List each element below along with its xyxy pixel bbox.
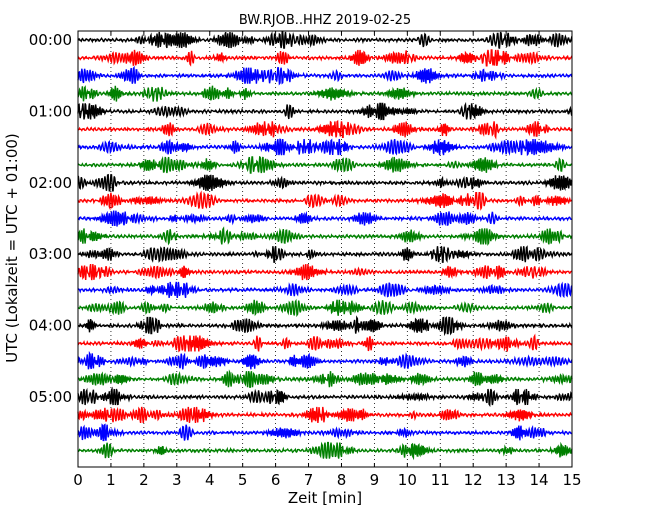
seismic-traces: [77, 31, 573, 461]
y-axis-ticks: 00:00 01:00 02:00 03:00 04:00 05:00: [29, 31, 572, 406]
trace-0130: [77, 138, 573, 157]
x-tick-label-8: 8: [337, 471, 347, 489]
trace-0400: [77, 315, 573, 337]
x-tick-label-7: 7: [304, 471, 314, 489]
x-tick-label-11: 11: [431, 471, 450, 489]
x-tick-label-3: 3: [172, 471, 182, 489]
x-tick-label-6: 6: [271, 471, 281, 489]
y-tick-label-3: 03:00: [29, 245, 72, 263]
y-axis-label: UTC (Lokalzeit = UTC + 01:00): [3, 133, 21, 363]
x-tick-label-5: 5: [238, 471, 248, 489]
trace-0000: [77, 31, 573, 49]
trace-0430: [77, 350, 573, 370]
x-tick-label-0: 0: [73, 471, 83, 489]
y-tick-label-2: 02:00: [29, 174, 72, 192]
x-axis-ticks: 0 1 2 3 4 5 6 7 8 9 10 11 12 13 14 15: [73, 31, 582, 489]
trace-0300: [77, 245, 573, 264]
trace-0115: [77, 119, 573, 140]
trace-0545: [77, 441, 573, 461]
x-tick-label-10: 10: [398, 471, 417, 489]
x-axis-label: Zeit [min]: [288, 489, 362, 507]
x-tick-label-14: 14: [530, 471, 549, 489]
trace-0330: [77, 281, 573, 299]
y-tick-label-1: 01:00: [29, 102, 72, 120]
trace-0145: [77, 155, 573, 174]
trace-0345: [77, 298, 573, 318]
y-tick-label-5: 05:00: [29, 388, 72, 406]
trace-0445: [77, 369, 573, 388]
grid-lines: [110, 31, 540, 467]
plot-frame: [77, 30, 573, 468]
x-tick-label-15: 15: [562, 471, 581, 489]
y-tick-label-4: 04:00: [29, 317, 72, 335]
y-tick-label-0: 00:00: [29, 31, 72, 49]
trace-0415: [77, 333, 573, 353]
trace-0230: [77, 210, 573, 227]
trace-0200: [77, 173, 573, 192]
x-tick-label-12: 12: [464, 471, 483, 489]
trace-0100: [77, 101, 573, 121]
trace-0500: [77, 386, 573, 408]
x-tick-label-1: 1: [106, 471, 116, 489]
trace-0030: [77, 65, 573, 86]
x-tick-label-2: 2: [139, 471, 149, 489]
trace-0315: [77, 263, 573, 281]
trace-0245: [77, 226, 573, 247]
chart-title: BW.RJOB..HHZ 2019-02-25: [239, 13, 411, 28]
trace-0515: [77, 406, 573, 424]
trace-0215: [77, 190, 573, 211]
trace-0530: [77, 423, 573, 442]
x-tick-label-13: 13: [497, 471, 516, 489]
x-tick-label-4: 4: [205, 471, 215, 489]
trace-0015: [77, 49, 573, 67]
x-tick-label-9: 9: [370, 471, 380, 489]
trace-0045: [77, 85, 573, 102]
